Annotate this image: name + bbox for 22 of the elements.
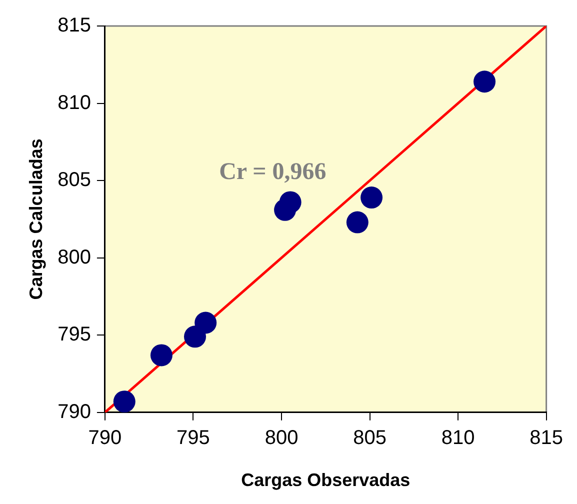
point	[279, 191, 302, 214]
y-tick-label: 795	[58, 324, 91, 346]
point	[346, 211, 368, 234]
point	[194, 312, 217, 334]
x-axis-title: Cargas Observadas	[241, 470, 410, 490]
x-tick-label: 815	[530, 426, 564, 449]
x-tick-label: 790	[88, 426, 122, 449]
x-tick-label: 800	[264, 426, 298, 449]
y-tick-label: 815	[58, 14, 91, 37]
point	[360, 186, 383, 209]
y-tick-label: 800	[58, 246, 91, 268]
point	[150, 344, 172, 366]
point	[474, 70, 496, 93]
x-tick-label: 810	[441, 426, 475, 449]
y-tick-label: 810	[58, 92, 91, 114]
y-tick-label: 805	[58, 169, 91, 192]
x-tick-label: 805	[353, 426, 386, 449]
x-tick-label: 795	[176, 426, 210, 449]
y-tick-label: 790	[58, 400, 91, 423]
y-axis-title: Cargas Calculadas	[26, 138, 46, 300]
annotation: Cr = 0,966	[219, 159, 326, 186]
point	[113, 390, 136, 412]
